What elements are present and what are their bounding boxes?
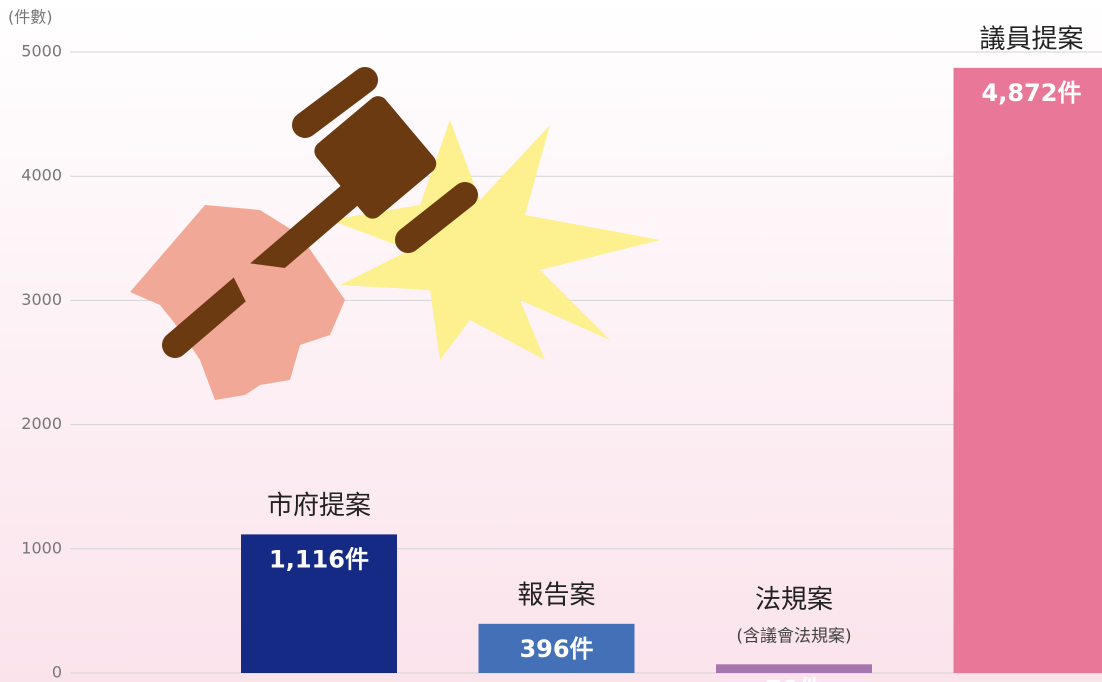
bar: [954, 68, 1102, 673]
bar: [716, 664, 872, 673]
y-tick-label: 4000: [21, 166, 62, 185]
category-label: 市府提案: [267, 491, 371, 521]
value-label: 1,116件: [269, 545, 369, 573]
y-tick-label: 3000: [21, 290, 62, 309]
y-axis-label: (件數): [8, 8, 53, 27]
chart: (件數) 0 1000 2000 3000 4000 5000 1,116件市府提案 396件…: [0, 0, 1102, 682]
category-label: 法規案: [755, 585, 833, 615]
y-tick-label: 0: [52, 663, 62, 682]
category-label: 報告案: [517, 580, 595, 610]
y-tick-label: 2000: [21, 414, 62, 433]
value-label: 70件: [765, 675, 822, 682]
category-label: 議員提案: [979, 24, 1083, 54]
y-tick-label: 5000: [21, 42, 62, 61]
annotation: (含議會法規案): [736, 626, 851, 646]
y-tick-label: 1000: [21, 538, 62, 557]
value-label: 4,872件: [982, 79, 1082, 107]
value-label: 396件: [519, 635, 593, 663]
